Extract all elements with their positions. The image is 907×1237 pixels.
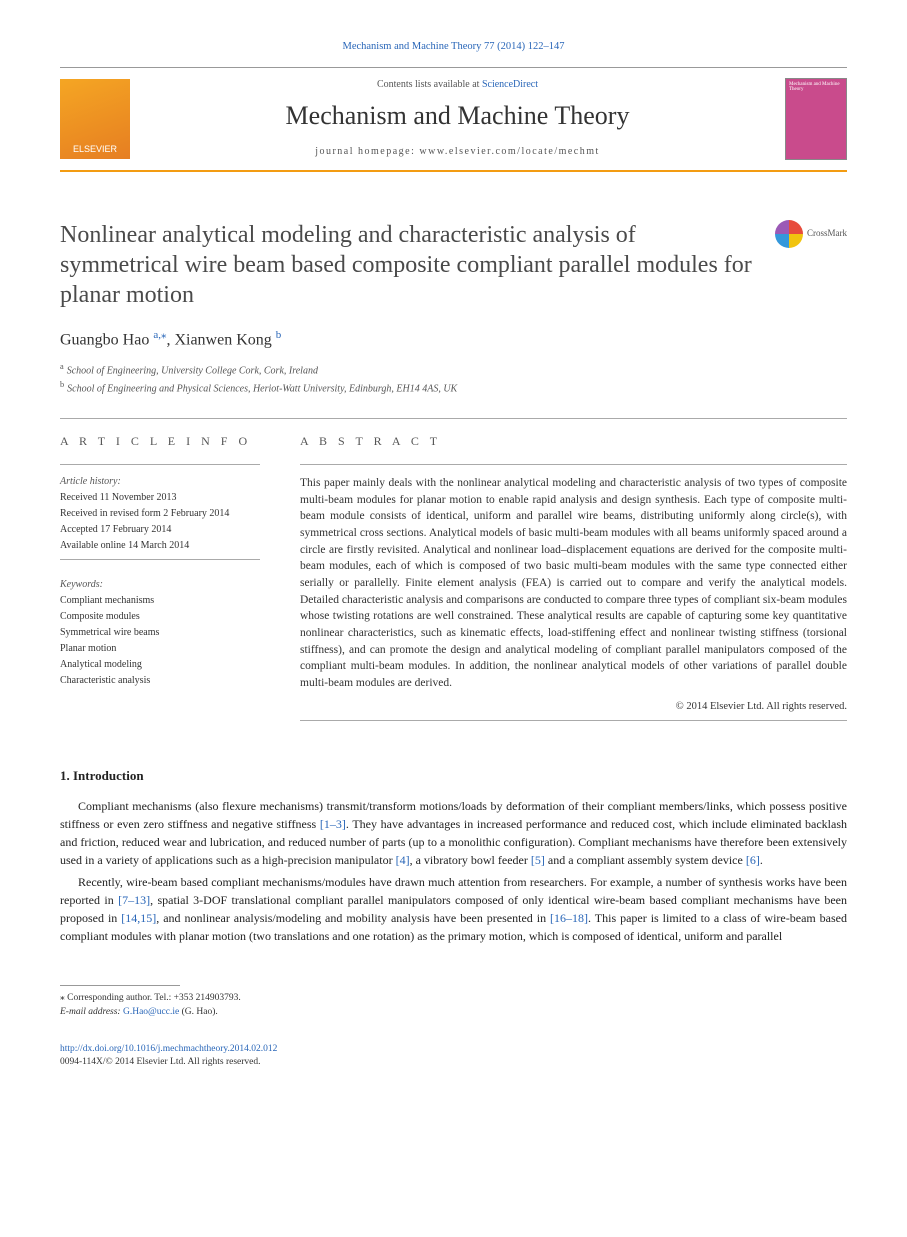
crossmark-icon	[775, 220, 803, 248]
crossmark-badge[interactable]: CrossMark	[775, 220, 847, 248]
author-1-affil-link[interactable]: a,	[153, 329, 161, 341]
text: .	[760, 853, 763, 867]
keyword: Planar motion	[60, 642, 260, 656]
divider	[60, 464, 260, 465]
keyword: Symmetrical wire beams	[60, 626, 260, 640]
keyword: Characteristic analysis	[60, 674, 260, 688]
introduction-section: 1. Introduction Compliant mechanisms (al…	[60, 767, 847, 945]
email-label: E-mail address:	[60, 1007, 123, 1017]
email-suffix: (G. Hao).	[179, 1007, 218, 1017]
paragraph: Compliant mechanisms (also flexure mecha…	[60, 797, 847, 869]
ref-link[interactable]: [6]	[746, 853, 760, 867]
ref-link[interactable]: [7–13]	[118, 893, 150, 907]
divider	[300, 464, 847, 465]
ref-link[interactable]: [5]	[531, 853, 545, 867]
article-info-heading: A R T I C L E I N F O	[60, 433, 260, 450]
divider	[60, 559, 260, 560]
history-label: Article history:	[60, 475, 260, 489]
ref-link[interactable]: [14,15]	[121, 911, 156, 925]
contents-prefix: Contents lists available at	[377, 79, 482, 90]
sciencedirect-link[interactable]: ScienceDirect	[482, 79, 538, 90]
crossmark-label: CrossMark	[807, 227, 847, 240]
copyright: © 2014 Elsevier Ltd. All rights reserved…	[300, 700, 847, 715]
section-heading: 1. Introduction	[60, 767, 847, 785]
affiliation-a: School of Engineering, University Colleg…	[67, 366, 318, 377]
journal-citation: Mechanism and Machine Theory 77 (2014) 1…	[60, 40, 847, 55]
affiliation-b: School of Engineering and Physical Scien…	[67, 383, 457, 394]
revised-date: Received in revised form 2 February 2014	[60, 507, 260, 521]
email-note: E-mail address: G.Hao@ucc.ie (G. Hao).	[60, 1006, 847, 1019]
divider	[60, 418, 847, 419]
journal-cover-thumb: Mechanism and Machine Theory	[785, 78, 847, 160]
abstract-text: This paper mainly deals with the nonline…	[300, 475, 847, 692]
received-date: Received 11 November 2013	[60, 491, 260, 505]
corresponding-author-note: ⁎ Corresponding author. Tel.: +353 21490…	[60, 992, 847, 1005]
author-1: Guangbo Hao	[60, 331, 149, 348]
paper-title: Nonlinear analytical modeling and charac…	[60, 220, 755, 310]
article-info-column: A R T I C L E I N F O Article history: R…	[60, 433, 260, 731]
brand-bar: ELSEVIER Contents lists available at Sci…	[60, 67, 847, 172]
issn-copyright: 0094-114X/© 2014 Elsevier Ltd. All right…	[60, 1056, 847, 1069]
text: and a compliant assembly system device	[545, 853, 746, 867]
affiliations: aSchool of Engineering, University Colle…	[60, 361, 847, 396]
keyword: Compliant mechanisms	[60, 594, 260, 608]
homepage-prefix: journal homepage:	[315, 146, 419, 157]
keyword: Composite modules	[60, 610, 260, 624]
keywords-label: Keywords:	[60, 578, 260, 592]
ref-link[interactable]: [16–18]	[550, 911, 588, 925]
accepted-date: Accepted 17 February 2014	[60, 523, 260, 537]
abstract-column: A B S T R A C T This paper mainly deals …	[300, 433, 847, 731]
doi-block: http://dx.doi.org/10.1016/j.mechmachtheo…	[60, 1043, 847, 1070]
contents-line: Contents lists available at ScienceDirec…	[148, 78, 767, 92]
ref-link[interactable]: [4]	[396, 853, 410, 867]
homepage-line: journal homepage: www.elsevier.com/locat…	[148, 145, 767, 159]
abstract-heading: A B S T R A C T	[300, 433, 847, 450]
text: , a vibratory bowl feeder	[410, 853, 531, 867]
footnote-rule	[60, 985, 180, 986]
paragraph: Recently, wire-beam based compliant mech…	[60, 873, 847, 945]
ref-link[interactable]: [1–3]	[320, 817, 346, 831]
keyword: Analytical modeling	[60, 658, 260, 672]
text: , and nonlinear analysis/modeling and mo…	[156, 911, 550, 925]
homepage-url: www.elsevier.com/locate/mechmt	[419, 146, 599, 157]
doi-link[interactable]: http://dx.doi.org/10.1016/j.mechmachtheo…	[60, 1044, 277, 1054]
author-2-affil-link[interactable]: b	[276, 329, 282, 341]
online-date: Available online 14 March 2014	[60, 539, 260, 553]
author-2: , Xianwen Kong	[166, 331, 271, 348]
authors: Guangbo Hao a,⁎, Xianwen Kong b	[60, 328, 847, 352]
divider	[300, 720, 847, 721]
elsevier-logo: ELSEVIER	[60, 79, 130, 159]
email-link[interactable]: G.Hao@ucc.ie	[123, 1007, 179, 1017]
brand-center: Contents lists available at ScienceDirec…	[148, 78, 767, 158]
journal-name: Mechanism and Machine Theory	[148, 98, 767, 134]
